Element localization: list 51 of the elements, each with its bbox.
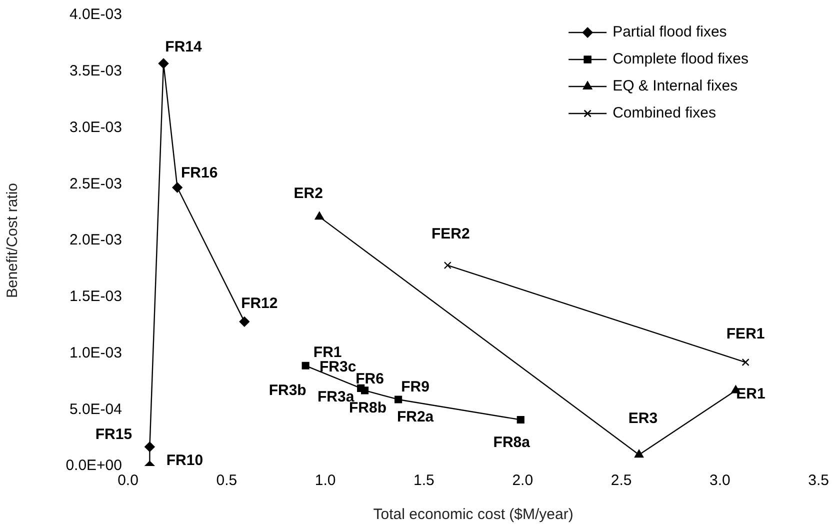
point [634, 450, 644, 458]
x-tick-label: 0.0 [118, 472, 138, 490]
annotation: FR3b [268, 382, 306, 399]
annotation: FR9 [401, 378, 430, 396]
point [302, 362, 310, 370]
annotation: FR1 [313, 344, 342, 361]
x-tick-label: 0.5 [216, 472, 238, 490]
point [314, 212, 324, 220]
annotation: ER3 [628, 410, 658, 427]
annotation: FR15 [95, 426, 132, 443]
annotation: FR14 [165, 38, 203, 56]
x-axis-title: Total economic cost ($M/year) [373, 506, 574, 524]
x-tick-label: 3.0 [709, 472, 730, 490]
legend-label: EQ & Internal fixes [612, 78, 738, 95]
point [239, 316, 250, 327]
point [742, 358, 750, 366]
y-tick-label: 5.0E-04 [69, 400, 122, 418]
annotation: FR10 [166, 452, 204, 470]
y-tick-label: 4.0E-03 [69, 6, 122, 24]
legend-label: Complete flood fixes [612, 50, 748, 68]
x-tick-label: 1.5 [414, 472, 434, 490]
annotation: FR6 [356, 370, 384, 388]
x-tick-label: 1.0 [314, 472, 336, 490]
point [394, 396, 402, 404]
point [158, 58, 169, 69]
y-tick-label: 1.5E-03 [69, 288, 122, 306]
annotation: FR16 [180, 164, 218, 182]
y-axis-title: Benefit/Cost ratio [4, 182, 22, 298]
point [172, 182, 182, 193]
legend-label: Partial flood fixes [612, 24, 727, 41]
point [516, 416, 524, 424]
x-tick-label: 3.5 [808, 472, 830, 490]
annotation: FR2a [396, 408, 434, 426]
y-tick-label: 0.0E+00 [66, 457, 122, 474]
y-tick-label: 2.5E-03 [69, 175, 122, 192]
x-tick-label: 2.5 [610, 472, 632, 490]
y-tick-label: 3.0E-03 [69, 118, 122, 136]
point [144, 442, 155, 452]
annotation: FR8a [493, 434, 531, 451]
annotation: FR3c [319, 358, 356, 376]
y-tick-label: 1.0E-03 [69, 344, 122, 362]
point [444, 262, 452, 270]
annotation: FER1 [726, 325, 765, 342]
annotation: FER2 [431, 225, 470, 242]
annotation: FR12 [241, 294, 278, 312]
y-tick-label: 3.5E-03 [69, 62, 122, 80]
annotation: ER2 [294, 184, 323, 202]
point [360, 386, 369, 394]
x-tick-label: 2.0 [512, 472, 534, 490]
y-tick-label: 2.0E-03 [69, 232, 122, 249]
legend-label: Combined fixes [612, 104, 716, 122]
